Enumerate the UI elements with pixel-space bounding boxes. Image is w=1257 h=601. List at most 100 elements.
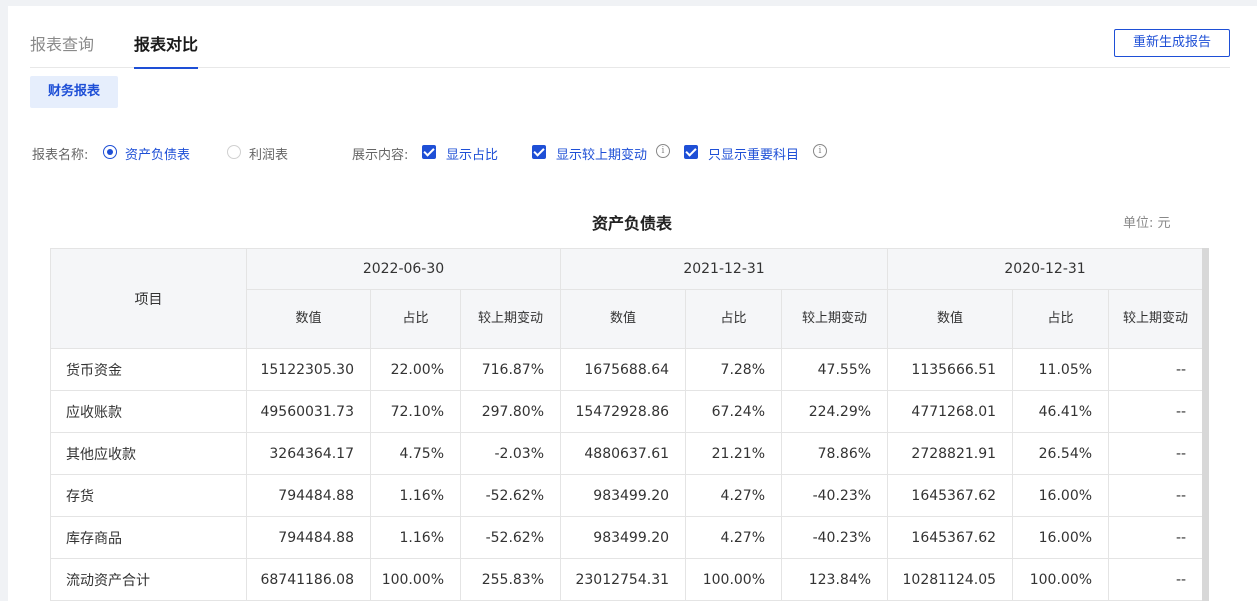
table-cell: 78.86%	[781, 432, 889, 475]
checkbox-show-change[interactable]	[532, 145, 546, 159]
table-cell: -40.23%	[781, 516, 889, 559]
table-cell: -52.62%	[459, 474, 562, 517]
col-header-change: 较上期变动	[1108, 289, 1204, 349]
table-cell: 16.00%	[1012, 516, 1110, 559]
table-cell: --	[1108, 516, 1204, 559]
table-cell: --	[1108, 432, 1204, 475]
table-cell: 1135666.51	[887, 348, 1014, 391]
col-header-value: 数值	[560, 289, 687, 349]
main-panel: 报表查询 报表对比 重新生成报告 财务报表 报表名称: 资产负债表 利润表 展示…	[8, 6, 1257, 601]
table-cell: 794484.88	[246, 474, 371, 517]
options-bar: 报表名称: 资产负债表 利润表 展示内容: 显示占比 显示较上期变动 i 只显示…	[32, 142, 1232, 163]
table-cell: 100.00%	[1012, 558, 1110, 601]
vertical-scrollbar[interactable]	[1202, 248, 1209, 601]
row-item-name: 应收账款	[50, 390, 247, 433]
table-cell: 47.55%	[781, 348, 889, 391]
col-header-value: 数值	[887, 289, 1014, 349]
table-cell: 23012754.31	[560, 558, 687, 601]
table-cell: 794484.88	[246, 516, 371, 559]
table-cell: --	[1108, 348, 1204, 391]
table-cell: 1645367.62	[887, 516, 1014, 559]
table-cell: -40.23%	[781, 474, 889, 517]
unit-label: 单位: 元	[1123, 216, 1171, 231]
row-item-name: 其他应收款	[50, 432, 247, 475]
table-cell: -2.03%	[459, 432, 562, 475]
table-cell: 72.10%	[370, 390, 461, 433]
checkbox-show-change-label[interactable]: 显示较上期变动	[556, 148, 648, 163]
table-cell: --	[1108, 558, 1204, 601]
table-cell: 2728821.91	[887, 432, 1014, 475]
col-header-value: 数值	[246, 289, 371, 349]
table-cell: 15472928.86	[560, 390, 687, 433]
table-cell: 11.05%	[1012, 348, 1110, 391]
table-row: 货币资金 15122305.30 22.00% 716.87% 1675688.64 7.…	[50, 348, 1204, 391]
checkbox-important-only[interactable]	[684, 145, 698, 159]
checkbox-show-ratio[interactable]	[422, 145, 436, 159]
table-cell: 4.75%	[370, 432, 461, 475]
col-header-change: 较上期变动	[781, 289, 889, 349]
table-row: 流动资产合计 68741186.08 100.00% 255.83% 23012754.…	[50, 558, 1204, 601]
table-cell: 983499.20	[560, 516, 687, 559]
table-cell: 4771268.01	[887, 390, 1014, 433]
radio-balance-sheet-label[interactable]: 资产负债表	[125, 148, 191, 163]
checkbox-show-ratio-label[interactable]: 显示占比	[446, 148, 499, 163]
info-icon[interactable]: i	[813, 144, 827, 158]
col-header-ratio: 占比	[1012, 289, 1110, 349]
tab-bar: 报表查询 报表对比	[30, 28, 1230, 69]
radio-income-statement-label[interactable]: 利润表	[249, 148, 289, 163]
table-cell: 983499.20	[560, 474, 687, 517]
table-row: 其他应收款 3264364.17 4.75% -2.03% 4880637.61 21.2…	[50, 432, 1204, 475]
table-cell: 16.00%	[1012, 474, 1110, 517]
col-header-change: 较上期变动	[459, 289, 562, 349]
table-cell: 1675688.64	[560, 348, 687, 391]
table-cell: 4880637.61	[560, 432, 687, 475]
display-content-label: 展示内容:	[352, 148, 409, 163]
table-cell: 7.28%	[685, 348, 783, 391]
row-item-name: 流动资产合计	[50, 558, 247, 601]
table-cell: 46.41%	[1012, 390, 1110, 433]
table-cell: 123.84%	[781, 558, 889, 601]
table-cell: 255.83%	[459, 558, 562, 601]
table-cell: 21.21%	[685, 432, 783, 475]
table-cell: 22.00%	[370, 348, 461, 391]
table-cell: 68741186.08	[246, 558, 371, 601]
row-item-name: 货币资金	[50, 348, 247, 391]
table-title: 资产负债表	[592, 214, 673, 233]
comparison-table: 项目 2022-06-30 2021-12-31 2020-12-31 数值 占…	[50, 248, 1204, 601]
table-cell: 15122305.30	[246, 348, 371, 391]
table-cell: 4.27%	[685, 474, 783, 517]
col-header-ratio: 占比	[685, 289, 783, 349]
table-cell: 1.16%	[370, 474, 461, 517]
col-header-ratio: 占比	[370, 289, 461, 349]
table-row: 应收账款 49560031.73 72.10% 297.80% 15472928.86 6…	[50, 390, 1204, 433]
table-cell: 10281124.05	[887, 558, 1014, 601]
table-cell: 716.87%	[459, 348, 562, 391]
period-header: 2021-12-31	[560, 248, 889, 290]
table-cell: 297.80%	[459, 390, 562, 433]
financial-report-button[interactable]: 财务报表	[30, 76, 118, 108]
regenerate-report-button[interactable]: 重新生成报告	[1114, 29, 1230, 57]
radio-income-statement[interactable]	[227, 145, 241, 159]
table-cell: 224.29%	[781, 390, 889, 433]
table-cell: 100.00%	[370, 558, 461, 601]
comparison-table-container: 项目 2022-06-30 2021-12-31 2020-12-31 数值 占…	[50, 248, 1209, 601]
info-icon[interactable]: i	[656, 144, 670, 158]
period-header: 2022-06-30	[245, 248, 562, 290]
table-cell: 1645367.62	[887, 474, 1014, 517]
table-cell: --	[1108, 474, 1204, 517]
table-cell: 67.24%	[685, 390, 783, 433]
table-row: 存货 794484.88 1.16% -52.62% 983499.20 4.27% -40…	[50, 474, 1204, 517]
table-cell: 26.54%	[1012, 432, 1110, 475]
item-header: 项目	[50, 248, 247, 349]
radio-balance-sheet[interactable]	[103, 145, 117, 159]
report-name-label: 报表名称:	[32, 148, 89, 163]
table-cell: 3264364.17	[246, 432, 371, 475]
row-item-name: 存货	[50, 474, 247, 517]
table-cell: -52.62%	[459, 516, 562, 559]
table-cell: 1.16%	[370, 516, 461, 559]
tab-report-compare[interactable]: 报表对比	[134, 32, 199, 69]
tab-report-query[interactable]: 报表查询	[30, 35, 95, 54]
table-cell: 100.00%	[685, 558, 783, 601]
table-cell: 4.27%	[685, 516, 783, 559]
checkbox-important-only-label[interactable]: 只显示重要科目	[708, 148, 800, 163]
